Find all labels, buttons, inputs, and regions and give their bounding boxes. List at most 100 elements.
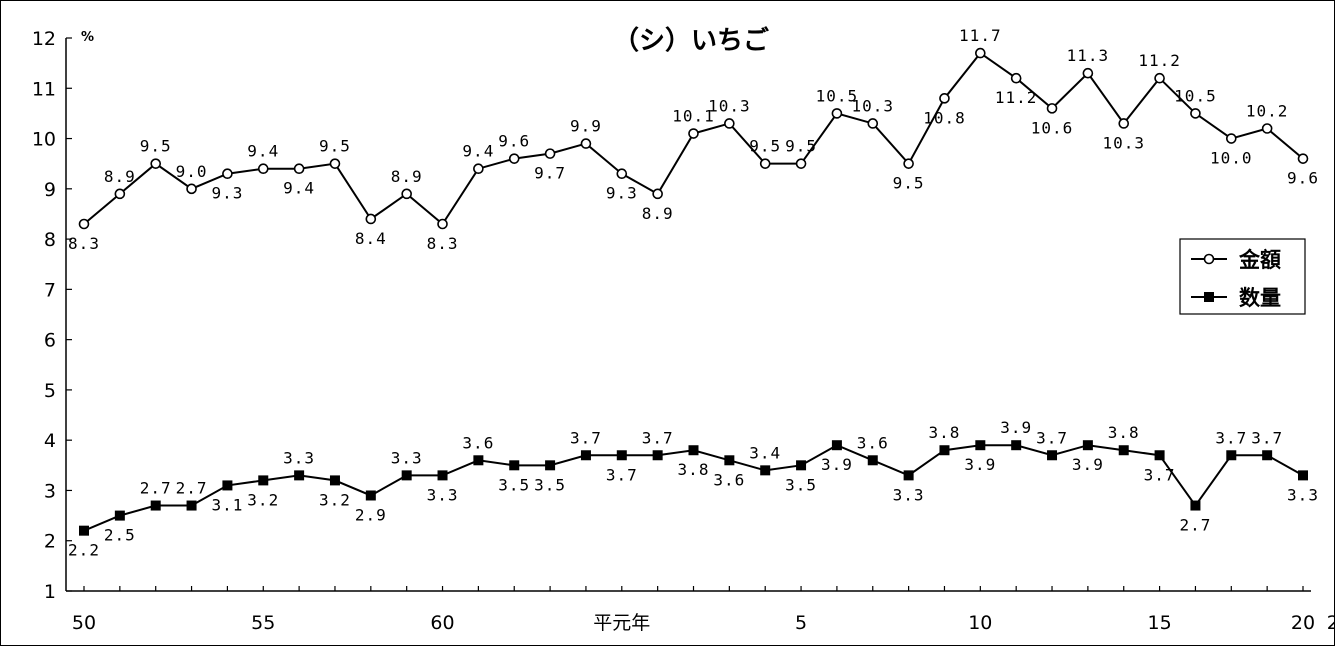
data-label-quantity: 3.8 xyxy=(1108,423,1140,442)
y-tick-label: 12 xyxy=(32,28,56,50)
data-label-amount: 9.4 xyxy=(462,142,494,161)
legend-entry-amount: 金額 xyxy=(1191,248,1281,272)
data-point-amount xyxy=(114,188,126,200)
data-label-quantity: 2.2 xyxy=(68,541,100,560)
data-label-quantity: 3.5 xyxy=(498,475,530,494)
data-label-quantity: 3.7 xyxy=(570,428,602,447)
data-label-quantity: 2.7 xyxy=(176,479,208,498)
data-point-amount xyxy=(437,218,448,230)
legend-open-circle-icon xyxy=(1203,253,1215,265)
data-point-quantity xyxy=(688,445,699,456)
legend-filled-square-icon xyxy=(1204,292,1214,302)
y-tick-label: 11 xyxy=(32,78,56,100)
data-point-quantity xyxy=(473,455,484,466)
data-label-amount: 9.3 xyxy=(211,184,243,203)
data-point-amount xyxy=(867,118,879,129)
data-label-quantity: 3.9 xyxy=(964,455,996,474)
data-point-quantity xyxy=(509,460,520,471)
data-label-amount: 9.5 xyxy=(893,174,925,193)
y-tick-label: 2 xyxy=(44,531,56,553)
data-label-quantity: 3.9 xyxy=(1072,455,1104,474)
data-label-quantity: 2.5 xyxy=(104,526,136,545)
legend-box xyxy=(1179,238,1306,315)
y-unit-label: % xyxy=(81,30,94,45)
data-point-amount xyxy=(1082,67,1094,79)
x-tick-label: 55 xyxy=(251,612,275,634)
data-label-amount: 10.1 xyxy=(672,107,715,126)
data-point-quantity xyxy=(939,445,950,456)
y-tick-label: 10 xyxy=(32,129,56,151)
data-label-quantity: 3.3 xyxy=(893,485,925,504)
data-label-quantity: 3.2 xyxy=(319,490,351,509)
data-label-amount: 9.5 xyxy=(749,137,781,156)
data-point-quantity xyxy=(79,525,89,536)
data-label-amount: 8.9 xyxy=(391,167,423,186)
y-tick-label: 3 xyxy=(44,480,56,502)
data-label-amount: 9.6 xyxy=(498,132,530,151)
y-tick-label: 7 xyxy=(44,279,56,301)
data-point-amount xyxy=(293,163,305,175)
data-point-quantity xyxy=(1226,450,1237,461)
data-label-amount: 10.2 xyxy=(1246,101,1289,120)
legend-entry-quantity: 数量 xyxy=(1191,286,1281,310)
data-label-quantity: 3.1 xyxy=(211,495,243,514)
chart-title: （シ）いちご xyxy=(613,25,769,56)
data-point-amount xyxy=(222,168,233,180)
data-point-amount xyxy=(78,218,90,230)
data-point-amount xyxy=(903,158,914,169)
series-layer xyxy=(78,47,1309,536)
y-tick-label: 8 xyxy=(44,229,56,251)
data-label-amount: 9.6 xyxy=(1287,169,1319,188)
data-label-quantity: 3.7 xyxy=(1144,465,1176,484)
legend-label-quantity: 数量 xyxy=(1239,286,1281,310)
data-label-amount: 11.2 xyxy=(995,88,1038,107)
data-point-quantity xyxy=(1047,450,1058,461)
data-point-quantity xyxy=(401,470,412,481)
axes: 123456789101112505560平元年510152021 xyxy=(32,28,1334,634)
data-point-quantity xyxy=(1298,470,1308,481)
data-label-amount: 10.0 xyxy=(1210,149,1253,168)
x-tick-label: 60 xyxy=(430,612,454,634)
data-label-quantity: 3.7 xyxy=(1036,428,1068,447)
data-label-amount: 10.3 xyxy=(708,96,751,115)
data-point-quantity xyxy=(760,465,771,476)
data-point-amount xyxy=(1190,108,1201,119)
data-point-amount xyxy=(1225,133,1237,144)
x-tick-label: 50 xyxy=(72,612,96,634)
data-point-amount xyxy=(401,188,412,200)
data-label-amount: 10.3 xyxy=(851,96,894,115)
data-label-quantity: 3.8 xyxy=(678,460,710,479)
legend-label-amount: 金額 xyxy=(1238,248,1281,272)
data-point-amount xyxy=(975,47,986,59)
data-point-quantity xyxy=(580,450,591,461)
legend: 金額 数量 xyxy=(1179,238,1306,315)
data-point-quantity xyxy=(724,455,735,466)
data-point-amount xyxy=(150,158,162,169)
data-label-quantity: 3.9 xyxy=(821,455,853,474)
y-tick-label: 1 xyxy=(44,581,56,603)
data-label-quantity: 3.5 xyxy=(785,475,817,494)
data-point-quantity xyxy=(616,450,627,461)
y-tick-label: 4 xyxy=(44,430,56,452)
y-tick-label: 9 xyxy=(44,179,56,201)
data-point-amount xyxy=(1297,153,1309,164)
data-label-quantity: 2.7 xyxy=(140,479,172,498)
y-tick-label: 5 xyxy=(44,380,56,402)
data-point-amount xyxy=(616,168,628,180)
data-point-amount xyxy=(1154,72,1165,84)
data-label-amount: 9.5 xyxy=(785,137,817,156)
data-label-quantity: 3.2 xyxy=(247,490,279,509)
data-label-amount: 9.4 xyxy=(247,142,279,161)
data-label-amount: 10.6 xyxy=(1031,118,1074,137)
data-point-quantity xyxy=(1262,450,1273,461)
data-label-amount: 8.3 xyxy=(68,234,100,253)
data-label-amount: 10.3 xyxy=(1102,133,1145,152)
data-label-amount: 8.3 xyxy=(427,234,459,253)
data-point-amount xyxy=(329,158,341,169)
data-label-amount: 8.9 xyxy=(642,204,674,223)
data-point-amount xyxy=(257,163,269,175)
data-point-quantity xyxy=(831,440,842,451)
data-point-quantity xyxy=(975,440,986,451)
x-tick-label: 15 xyxy=(1147,612,1171,634)
